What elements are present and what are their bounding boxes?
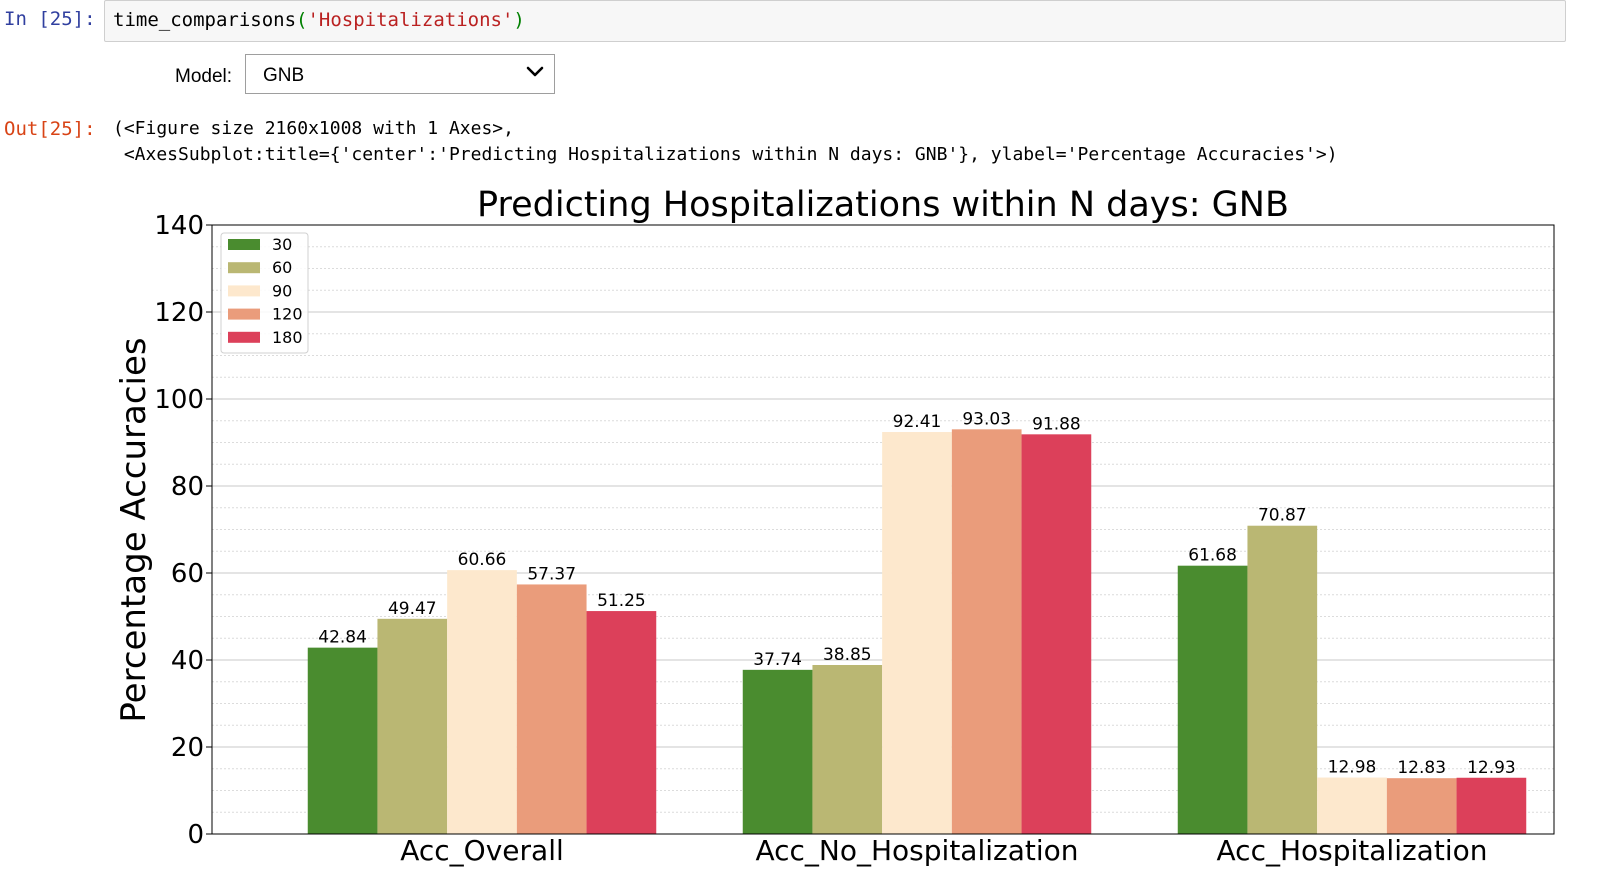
y-tick-label: 20: [171, 733, 204, 763]
data-label: 93.03: [962, 409, 1011, 429]
data-label: 37.74: [753, 650, 802, 670]
legend-label: 60: [272, 258, 292, 277]
data-label: 92.41: [893, 412, 942, 432]
chart-title: Predicting Hospitalizations within N day…: [477, 185, 1289, 225]
x-tick-label: Acc_Hospitalization: [1217, 834, 1488, 867]
legend-label: 30: [272, 235, 292, 254]
data-label: 12.93: [1467, 758, 1516, 778]
y-tick-label: 0: [187, 820, 204, 850]
y-tick-label: 120: [154, 298, 204, 328]
bar-Acc_Overall-180: [586, 611, 657, 834]
model-select-value: GNB: [263, 65, 305, 86]
bar-Acc_Overall-30: [307, 647, 378, 834]
y-axis-label: Percentage Accuracies: [114, 337, 154, 722]
data-label: 49.47: [388, 599, 437, 619]
x-tick-label: Acc_No_Hospitalization: [755, 834, 1078, 867]
y-tick-label: 40: [171, 646, 204, 676]
data-label: 61.68: [1188, 546, 1237, 566]
y-tick-label: 100: [154, 385, 204, 415]
data-label: 51.25: [597, 591, 646, 611]
model-label: Model:: [175, 66, 233, 87]
data-label: 12.98: [1328, 758, 1377, 778]
bar-Acc_Overall-120: [516, 584, 587, 834]
input-prompt: In [25]:: [4, 8, 96, 30]
legend-label: 120: [272, 305, 303, 324]
bar-Acc_Overall-90: [447, 570, 517, 834]
bar-Acc_Hospitalization-90: [1317, 777, 1387, 834]
bar-Acc_No_Hospitalization-180: [1021, 434, 1092, 834]
legend-swatch-60: [228, 262, 260, 274]
code-function-name: time_comparisons: [113, 9, 297, 31]
legend-swatch-180: [228, 331, 260, 343]
y-tick-label: 140: [154, 211, 204, 241]
plot-frame: [211, 224, 1555, 835]
bar-Acc_No_Hospitalization-30: [742, 669, 813, 834]
output-text-line-1: (<Figure size 2160x1008 with 1 Axes>,: [113, 118, 514, 139]
data-label: 42.84: [318, 628, 367, 648]
bar-Acc_Overall-60: [377, 618, 448, 834]
code-string-arg: 'Hospitalizations': [307, 9, 514, 31]
chevron-down-icon: [524, 61, 546, 89]
bar-Acc_No_Hospitalization-60: [812, 665, 883, 834]
bar-Acc_Hospitalization-180: [1456, 777, 1527, 834]
data-label: 57.37: [527, 564, 576, 584]
data-label: 12.83: [1397, 758, 1446, 778]
bar-Acc_Hospitalization-30: [1177, 565, 1248, 834]
y-tick-label: 80: [171, 472, 204, 502]
y-tick-label: 60: [171, 559, 204, 589]
output-prompt: Out[25]:: [4, 118, 96, 140]
legend-swatch-120: [228, 308, 260, 320]
legend-label: 180: [272, 328, 303, 347]
bar-chart: 0 20 40 60 80 100 120 140 42.84 49.47 60.66 57.37 51…: [114, 185, 1555, 867]
model-select[interactable]: GNB: [245, 54, 555, 94]
legend-label: 90: [272, 281, 292, 300]
data-label: 91.88: [1032, 414, 1081, 434]
bar-Acc_Hospitalization-60: [1247, 525, 1318, 834]
legend-swatch-30: [228, 239, 260, 250]
legend-swatch-90: [228, 285, 260, 297]
bar-Acc_Hospitalization-120: [1386, 778, 1457, 834]
bar-Acc_No_Hospitalization-90: [882, 432, 952, 834]
code-cell-input[interactable]: time_comparisons('Hospitalizations'): [104, 0, 1566, 42]
bar-Acc_No_Hospitalization-120: [951, 429, 1022, 834]
data-label: 70.87: [1258, 506, 1307, 526]
code-open-paren: (: [296, 9, 308, 31]
output-text-line-2: <AxesSubplot:title={'center':'Predicting…: [113, 144, 1338, 165]
code-close-paren: ): [513, 9, 525, 31]
data-label: 60.66: [458, 550, 507, 570]
x-tick-label: Acc_Overall: [400, 834, 564, 867]
data-label: 38.85: [823, 645, 872, 665]
